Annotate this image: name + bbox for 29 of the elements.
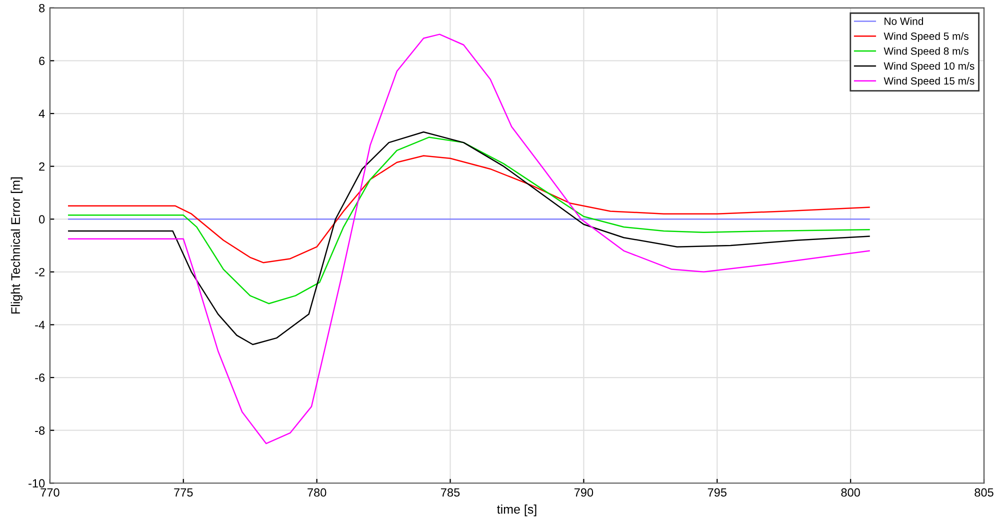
legend-label: Wind Speed 10 m/s [884,62,974,72]
y-tick-label: 4 [38,110,45,118]
y-tick-label: 6 [39,56,45,66]
y-tick-label: -2 [35,268,44,276]
line-series [68,34,870,444]
x-axis-title: time [s] [497,504,536,516]
x-tick-label: 770 [40,488,60,497]
legend-label: Wind Speed 8 m/s [884,47,968,57]
x-tick-label: 805 [974,488,994,497]
y-tick-label: -10 [28,479,45,488]
line-series [68,131,870,346]
legend-label: Wind Speed 5 m/s [884,32,968,42]
y-tick-label: 2 [39,162,44,171]
y-tick-label: -6 [35,374,45,382]
y-tick-label: 8 [39,4,45,12]
line-series [68,136,870,304]
line-series [68,155,870,264]
x-tick-label: 800 [841,488,860,497]
legend-label: No Wind [884,17,924,25]
x-tick-label: 795 [708,488,726,497]
legend-label: Wind Speed 15 m/s [884,76,974,87]
x-tick-label: 785 [441,488,460,497]
y-tick-label: -4 [35,320,45,329]
y-tick-label: -8 [35,426,45,435]
y-axis-title: Flight Technical Error [m] [10,177,22,314]
y-tick-label: 0 [38,215,45,224]
x-tick-label: 790 [574,488,594,497]
x-tick-label: 775 [174,488,193,497]
x-tick-label: 780 [308,488,326,497]
